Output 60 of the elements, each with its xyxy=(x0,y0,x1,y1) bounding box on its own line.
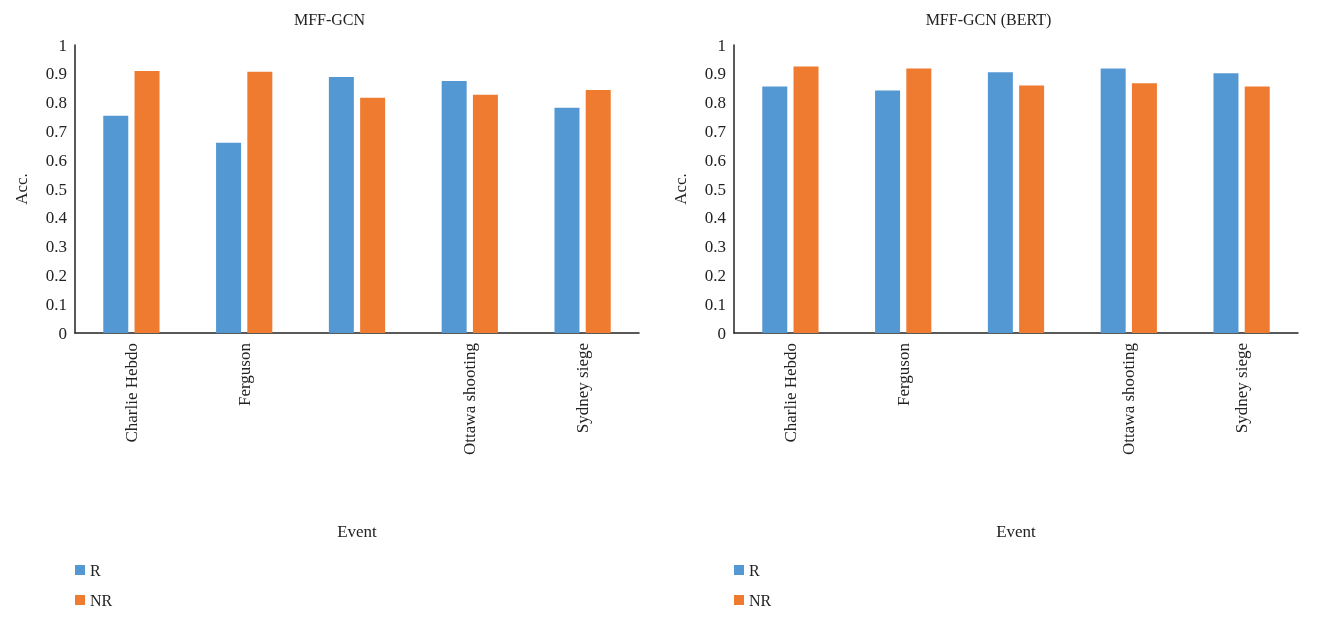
y-tick-label: 0.8 xyxy=(45,93,67,113)
x-tick-label: Ottawa shooting xyxy=(1119,342,1139,455)
bar xyxy=(103,115,129,333)
y-tick-label: 0.3 xyxy=(704,237,726,257)
y-tick-label: 0.1 xyxy=(45,294,67,314)
y-tick-label: 0.8 xyxy=(704,93,726,113)
y-tick-label: 1 xyxy=(58,35,67,55)
x-tick-label: Ottawa shooting xyxy=(460,342,480,455)
y-tick-label: 0.3 xyxy=(45,237,67,257)
bar xyxy=(1019,85,1045,333)
bar xyxy=(906,68,932,333)
y-tick-label: 0.4 xyxy=(45,208,68,228)
bar xyxy=(554,107,580,333)
bar xyxy=(441,81,467,333)
bar xyxy=(134,70,160,333)
x-tick-label: Charlie Hebdo xyxy=(121,343,141,443)
x-axis-title: Event xyxy=(996,522,1037,541)
y-tick-label: 0.9 xyxy=(45,64,67,84)
x-tick-label: Ferguson xyxy=(893,342,913,406)
legend-label: R xyxy=(749,561,760,579)
y-tick-label: 0.9 xyxy=(704,64,726,84)
x-tick-label: Ferguson xyxy=(234,342,254,406)
bar xyxy=(472,94,498,333)
y-tick-label: 1 xyxy=(717,35,726,55)
x-tick-label: Sydney siege xyxy=(1232,343,1252,434)
legend-label: R xyxy=(90,561,101,579)
y-axis-title: Acc. xyxy=(671,173,690,205)
y-tick-label: 0.4 xyxy=(704,208,727,228)
bar xyxy=(1131,83,1157,333)
bar xyxy=(247,71,273,333)
y-tick-label: 0.2 xyxy=(45,265,67,285)
bar xyxy=(987,72,1013,333)
chart-title: MFF-GCN xyxy=(293,10,366,28)
y-tick-label: 0.6 xyxy=(45,150,67,170)
bar xyxy=(1244,86,1270,333)
y-tick-label: 0.7 xyxy=(45,121,68,141)
y-tick-label: 0.5 xyxy=(45,179,67,199)
bar xyxy=(1213,73,1239,333)
x-tick-label: Charlie Hebdo xyxy=(780,343,800,443)
chart-title: MFF-GCN (BERT) xyxy=(925,10,1052,29)
bar xyxy=(875,90,901,333)
legend-label: NR xyxy=(749,591,772,609)
y-tick-label: 0.1 xyxy=(704,294,726,314)
x-tick-label: Sydney siege xyxy=(573,343,593,434)
bar xyxy=(328,76,354,333)
y-tick-label: 0.2 xyxy=(704,265,726,285)
bar xyxy=(1100,68,1126,333)
x-axis-title: Event xyxy=(337,522,378,541)
bar xyxy=(216,142,242,333)
y-tick-label: 0 xyxy=(58,323,67,343)
y-tick-label: 0 xyxy=(717,323,726,343)
y-tick-label: 0.6 xyxy=(704,150,726,170)
bar xyxy=(793,66,819,333)
bar xyxy=(762,86,788,333)
legend-label: NR xyxy=(90,591,113,609)
y-tick-label: 0.7 xyxy=(704,121,727,141)
bar xyxy=(585,89,611,333)
bar xyxy=(360,97,386,333)
y-tick-label: 0.5 xyxy=(704,179,726,199)
y-axis-title: Acc. xyxy=(12,173,31,205)
